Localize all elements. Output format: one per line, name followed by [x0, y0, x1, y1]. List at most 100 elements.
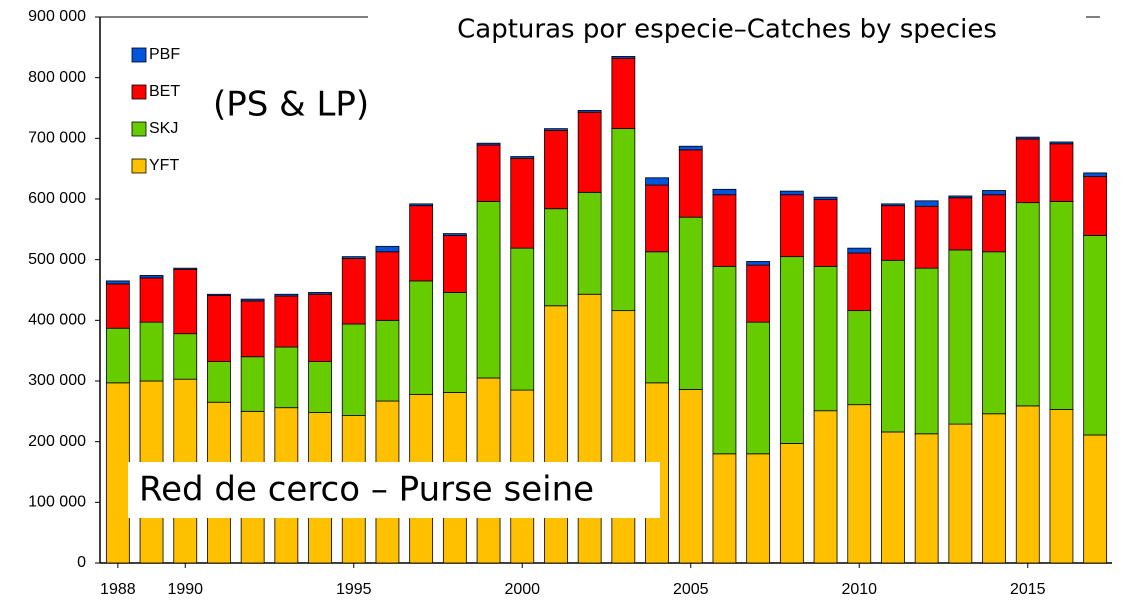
bar-segment	[577, 110, 602, 113]
bar-segment	[712, 194, 737, 267]
bar-segment	[712, 453, 737, 564]
bar-segment	[139, 321, 164, 382]
bar-segment	[577, 293, 602, 564]
y-tick-label: 400 000	[28, 312, 86, 329]
legend-swatch	[131, 158, 147, 174]
bar-segment	[442, 234, 467, 293]
bar-segment	[577, 111, 602, 193]
bar-segment	[105, 280, 130, 285]
y-tick-label: 300 000	[28, 372, 86, 389]
bar-segment	[341, 258, 366, 325]
x-tick-label: 2000	[504, 581, 540, 598]
bar-segment	[1015, 405, 1040, 564]
bar-segment	[139, 275, 164, 279]
bar-segment	[1015, 136, 1040, 140]
bar-segment	[611, 128, 636, 312]
chart-title: Capturas por especie–Catches by species	[457, 15, 997, 45]
bar-segment	[847, 310, 872, 406]
bar-segment	[105, 327, 130, 384]
bar-segment	[409, 203, 434, 207]
bar-segment	[240, 300, 265, 358]
bar-segment	[779, 194, 804, 258]
bar-segment	[105, 382, 130, 564]
bar-segment	[645, 184, 669, 253]
bar-segment	[881, 259, 905, 433]
bar-segment	[914, 205, 939, 269]
bar-segment	[847, 404, 872, 564]
bar-segment	[779, 256, 804, 444]
bar-segment	[847, 252, 872, 312]
bar-segment	[982, 251, 1006, 415]
bar-segment	[544, 130, 568, 210]
bar-segment	[476, 201, 501, 379]
annotation: Red de cerco – Purse seine	[139, 470, 594, 510]
bar-segment	[914, 433, 939, 564]
bar-segment	[611, 57, 636, 130]
y-tick-label: 200 000	[28, 433, 86, 450]
bar-segment	[476, 142, 501, 146]
bar-segment	[308, 293, 332, 362]
bar-segment	[779, 190, 804, 196]
bar-segment	[881, 205, 905, 261]
legend-label: BET	[149, 83, 180, 100]
bar-segment	[442, 292, 467, 393]
y-tick-label: 800 000	[28, 69, 86, 86]
bar-segment	[982, 413, 1006, 564]
bar-segment	[1083, 172, 1108, 177]
bar-segment	[611, 310, 636, 564]
bar-segment	[341, 323, 366, 416]
bar-segment	[948, 249, 973, 425]
bar-segment	[611, 56, 636, 59]
bar-segment	[240, 356, 265, 412]
bar-segment	[476, 144, 501, 202]
bar-segment	[274, 293, 299, 297]
bar-segment	[746, 453, 771, 564]
bar-segment	[678, 149, 703, 218]
legend-label: YFT	[149, 157, 179, 174]
bar-segment	[510, 247, 535, 391]
bar-segment	[982, 194, 1006, 253]
bar-segment	[274, 295, 299, 348]
bar-segment	[274, 346, 299, 409]
bar-segment	[914, 267, 939, 435]
bar-segment	[173, 268, 198, 335]
bars	[105, 56, 1108, 564]
bar-segment	[544, 128, 568, 131]
bar-segment	[173, 267, 198, 270]
bar-segment	[442, 233, 467, 236]
bar-segment	[948, 423, 973, 564]
bar-segment	[544, 208, 568, 307]
bar-segment	[308, 292, 332, 295]
legend-swatch	[131, 84, 147, 100]
bar-segment	[409, 205, 434, 282]
bar-segment	[240, 298, 265, 302]
bar-segment	[409, 280, 434, 395]
x-tick-label: 1988	[100, 581, 136, 598]
bar-segment	[510, 156, 535, 159]
legend-label: PBF	[149, 46, 180, 63]
bar-segment	[678, 145, 703, 151]
y-tick-label: 600 000	[28, 190, 86, 207]
bar-segment	[914, 200, 939, 207]
bar-segment	[678, 389, 703, 564]
bar-segment	[1049, 201, 1074, 410]
x-tick-label: 1990	[167, 581, 203, 598]
bar-segment	[510, 157, 535, 249]
y-tick-label: 0	[77, 554, 86, 571]
bar-segment	[1083, 434, 1108, 564]
bar-segment	[712, 265, 737, 455]
bar-segment	[139, 277, 164, 323]
bar-segment	[1049, 409, 1074, 564]
bar-segment	[746, 264, 771, 323]
bar-segment	[375, 251, 400, 321]
bar-segment	[779, 443, 804, 564]
bar-segment	[678, 216, 703, 390]
bar-segment	[577, 191, 602, 295]
bar-segment	[712, 188, 737, 196]
x-tick-label: 2005	[673, 581, 709, 598]
legend-label: SKJ	[149, 120, 178, 137]
x-tick-label: 2010	[841, 581, 877, 598]
bar-segment	[375, 245, 400, 253]
bar-segment	[1083, 176, 1108, 236]
